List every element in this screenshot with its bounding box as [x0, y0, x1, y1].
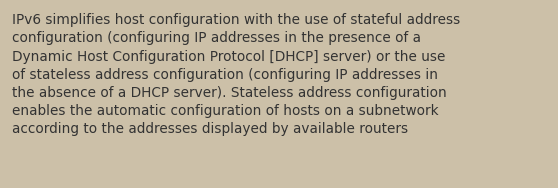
Text: IPv6 simplifies host configuration with the use of stateful address
configuratio: IPv6 simplifies host configuration with …	[12, 13, 460, 136]
